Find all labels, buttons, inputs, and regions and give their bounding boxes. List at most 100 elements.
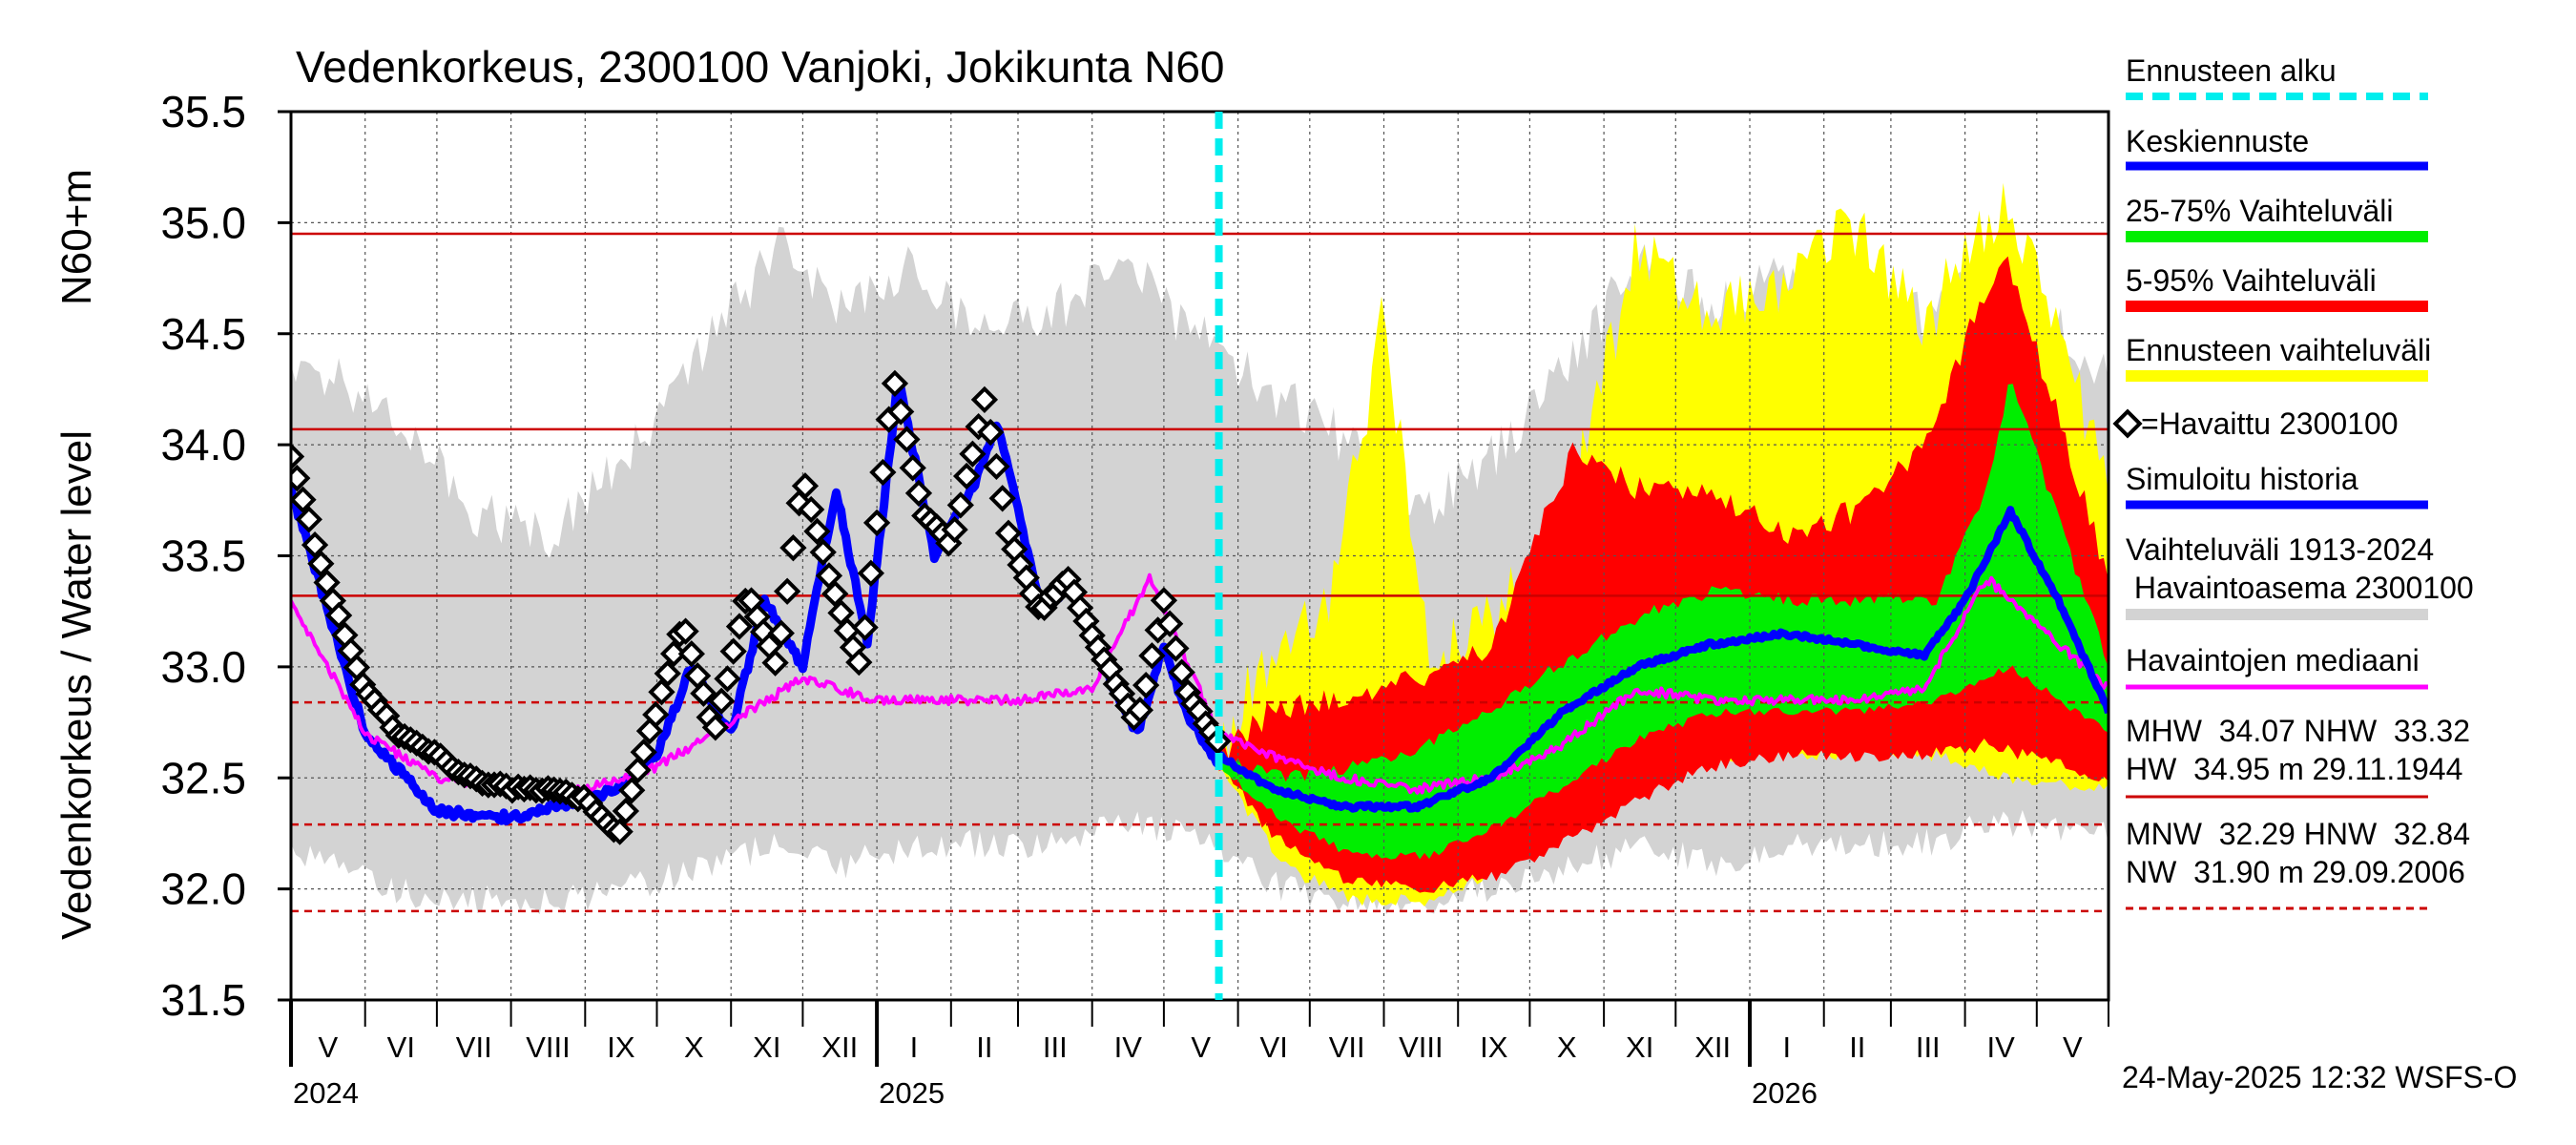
observed-point (977, 418, 1005, 447)
observed-point (612, 797, 640, 825)
observed-point (893, 426, 921, 453)
observed-point (690, 679, 717, 707)
month-label: IV (1987, 1030, 2016, 1064)
month-label: III (1043, 1030, 1068, 1064)
observed-point (725, 613, 754, 640)
observed-point (1126, 697, 1154, 724)
observed-point (719, 637, 747, 665)
observed-point (952, 462, 981, 490)
y-axis-unit: N60+m (53, 169, 100, 305)
month-label: VI (387, 1030, 415, 1064)
median-line (291, 572, 2109, 795)
month-label: XII (1694, 1030, 1731, 1064)
year-label: 2024 (293, 1076, 359, 1110)
legend-hist-range-label-1: Vaihteluväli 1913-2024 (2126, 532, 2434, 567)
y-tick-label: 35.5 (160, 87, 246, 136)
month-label: VII (1329, 1030, 1365, 1064)
legend-range-25-75-label: 25-75% Vaihteluväli (2126, 194, 2393, 228)
mean-forecast-line (1216, 506, 2109, 813)
observed-point (904, 479, 933, 508)
month-label: IX (1480, 1030, 1508, 1064)
observed-point (809, 538, 837, 566)
observed-point (714, 665, 741, 693)
observed-point (881, 369, 909, 398)
legend-simulated-label: Simuloitu historia (2126, 462, 2358, 496)
observed-point (291, 486, 317, 513)
observed-point (941, 516, 968, 544)
month-label: XII (821, 1030, 858, 1064)
y-tick-label: 31.5 (160, 975, 246, 1025)
observed-point (1150, 587, 1178, 614)
observed-point (642, 700, 670, 729)
observed-point (1168, 658, 1195, 686)
observed-point (324, 601, 353, 630)
legend-observed-marker (2112, 408, 2143, 439)
observed-point (1156, 610, 1184, 637)
y-axis-label: Vedenkorkeus / Water level (53, 430, 100, 940)
chart-title: Vedenkorkeus, 2300100 Vanjoki, Jokikunta… (296, 42, 1224, 92)
month-label: V (2063, 1030, 2083, 1064)
observed-point (672, 617, 699, 645)
observed-point (857, 559, 884, 587)
month-label: VIII (1399, 1030, 1444, 1064)
month-label: XI (1626, 1030, 1653, 1064)
observed-point (803, 517, 831, 545)
legend-observed-label: =Havaittu 2300100 (2141, 406, 2399, 441)
month-label: V (319, 1030, 339, 1064)
observed-point (791, 472, 820, 500)
month-label: XI (753, 1030, 780, 1064)
year-label: 2025 (879, 1076, 945, 1110)
observed-point (654, 659, 681, 688)
month-label: X (684, 1030, 704, 1064)
legend-forecast-start-label: Ennusteen alku (2126, 53, 2337, 88)
month-label: VII (456, 1030, 492, 1064)
legend: Ennusteen alku Keskiennuste 25-75% Vaiht… (2112, 53, 2474, 910)
observed-point (983, 452, 1010, 480)
y-tick-label: 35.0 (160, 198, 246, 247)
observed-point (767, 619, 795, 647)
legend-forecast-range-label: Ennusteen vaihteluväli (2126, 333, 2431, 367)
y-tick-label: 32.5 (160, 753, 246, 802)
y-tick-label: 33.5 (160, 531, 246, 581)
observed-point (677, 640, 705, 668)
y-tick-label: 32.0 (160, 864, 246, 914)
observed-point (708, 687, 736, 715)
observed-point (307, 550, 335, 577)
footer-timestamp: 24-May-2025 12:32 WSFS-O (2122, 1060, 2517, 1094)
y-tick-label: 34.5 (160, 309, 246, 359)
month-label: V (1191, 1030, 1211, 1064)
observed-point (899, 454, 926, 482)
observed-point (821, 580, 849, 608)
stats-line-3: MNW 32.29 HNW 32.84 (2126, 817, 2470, 851)
observed-point (798, 495, 825, 524)
range-25-75-band (1218, 384, 2109, 860)
observed-point (301, 531, 329, 559)
observed-point (773, 577, 801, 605)
observed-point (761, 649, 789, 677)
month-label: VI (1260, 1030, 1288, 1064)
observed-point (295, 506, 322, 533)
year-label: 2026 (1752, 1076, 1818, 1110)
stats-line-4: NW 31.90 m 29.09.2006 (2126, 855, 2465, 889)
legend-hist-range-label-2: Havaintoasema 2300100 (2126, 571, 2474, 605)
observed-point (618, 777, 646, 804)
month-label: I (1783, 1030, 1792, 1064)
month-label: VIII (526, 1030, 571, 1064)
observed-point (946, 491, 974, 519)
observed-point (1138, 642, 1166, 670)
month-label: IV (1114, 1030, 1143, 1064)
observed-point (779, 534, 807, 562)
observed-point (869, 458, 897, 487)
observed-point (701, 714, 730, 741)
observed-point (988, 485, 1016, 512)
observed-point (851, 614, 879, 641)
plot-area (291, 112, 2109, 1000)
legend-range-5-95-label: 5-95% Vaihteluväli (2126, 263, 2377, 298)
observed-point (648, 678, 675, 706)
x-ticks: V VI VII VIII IX X XI XII I II III IV V VI VII VIII IX X X… (289, 1000, 2109, 1110)
y-tick-label: 34.0 (160, 420, 246, 469)
observed-point (606, 818, 634, 845)
legend-mean-label: Keskiennuste (2126, 124, 2309, 158)
observed-point (887, 398, 915, 426)
